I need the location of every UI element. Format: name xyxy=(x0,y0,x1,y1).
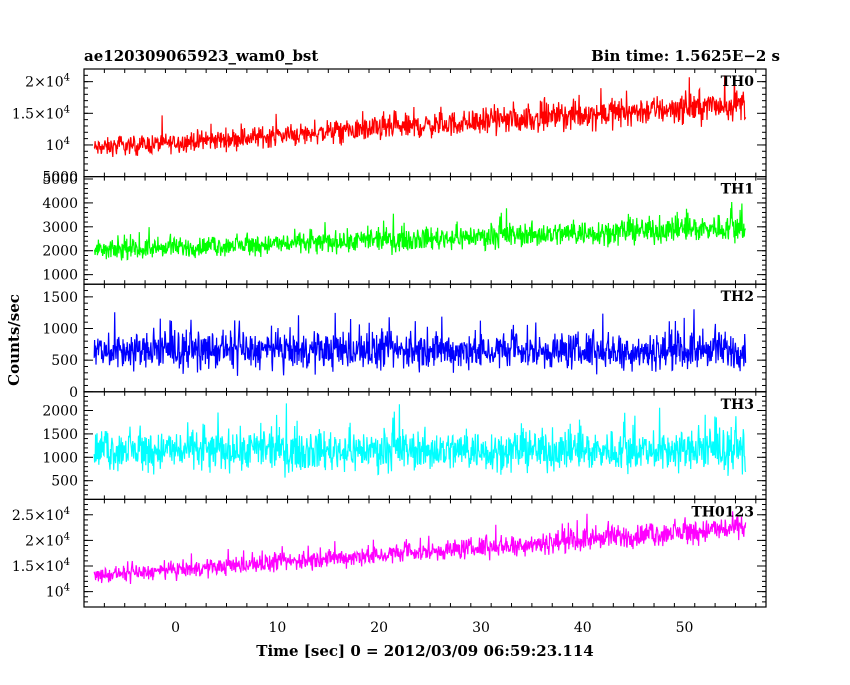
y-tick-exponent: 4 xyxy=(64,136,70,147)
y-tick-label: 1000 xyxy=(42,268,78,284)
panel-frame xyxy=(83,498,767,608)
x-tick-label: 30 xyxy=(472,620,490,636)
chart-title: ae120309065923_wam0_bst xyxy=(84,47,318,65)
series-line-th1 xyxy=(93,201,747,261)
y-tick-exponent: 4 xyxy=(64,506,70,517)
y-tick-label: 2×104 xyxy=(25,531,70,549)
y-tick-exponent: 4 xyxy=(64,583,70,594)
y-tick-exponent: 4 xyxy=(64,531,70,542)
bin-time-label: Bin time: 1.5625E−2 s xyxy=(591,47,780,65)
y-tick-label: 1000 xyxy=(42,322,78,338)
panel-label-th2: TH2 xyxy=(721,289,754,305)
y-axis-label: Counts/sec xyxy=(5,294,23,386)
y-tick-label: 5000 xyxy=(42,170,78,186)
y-tick-label: 2000 xyxy=(42,244,78,260)
panel-label-th0: TH0 xyxy=(721,74,755,90)
series-line-th2 xyxy=(93,309,747,376)
y-tick-exponent: 4 xyxy=(64,104,70,115)
panel-label-th3: TH3 xyxy=(721,397,754,413)
x-tick-label: 20 xyxy=(370,620,388,636)
panel-label-th1: TH1 xyxy=(721,182,754,198)
y-tick-label: 104 xyxy=(46,583,70,601)
panel-th2: 0 500 1000 1500 TH2 xyxy=(42,283,767,401)
y-tick-label: 104 xyxy=(46,136,70,154)
series-line-th0123 xyxy=(93,511,747,585)
y-tick-label: 1.5×104 xyxy=(12,557,70,575)
y-tick-label: 1000 xyxy=(42,450,78,466)
panel-label-th0123: TH0123 xyxy=(691,504,754,520)
y-tick-label: 500 xyxy=(51,353,78,369)
y-tick-label: 1500 xyxy=(42,290,78,306)
series-line-th3 xyxy=(93,403,747,478)
y-tick-exponent: 4 xyxy=(64,73,70,84)
y-tick-label: 2×104 xyxy=(25,73,70,91)
panel-th3: 500 1000 1500 2000 TH3 xyxy=(42,391,767,500)
x-axis-label: Time [sec] 0 = 2012/03/09 06:59:23.114 xyxy=(256,642,593,660)
y-tick-label: 2000 xyxy=(42,404,78,420)
x-tick-label: 50 xyxy=(676,620,694,636)
panel-th0: 5000 104 1.5×104 2×104 TH0 xyxy=(12,68,767,186)
y-tick-exponent: 4 xyxy=(64,557,70,568)
x-tick-label: 40 xyxy=(574,620,592,636)
y-tick-label: 3000 xyxy=(42,220,78,236)
y-tick-label: 1.5×104 xyxy=(12,104,70,122)
y-tick-label: 5000 xyxy=(42,172,78,188)
y-tick-label: 4000 xyxy=(42,196,78,212)
y-tick-label: 1500 xyxy=(42,427,78,443)
x-tick-label: 10 xyxy=(268,620,286,636)
panel-th1: 1000 2000 3000 4000 5000 TH1 xyxy=(42,172,767,285)
panel-th0123: 104 1.5×104 2×104 2.5×104 TH0123 xyxy=(12,498,767,608)
y-tick-label: 0 xyxy=(69,385,78,401)
y-tick-label: 2.5×104 xyxy=(12,506,70,524)
series-line-th0 xyxy=(93,75,747,158)
y-tick-label: 500 xyxy=(51,474,78,490)
x-tick-label: 0 xyxy=(171,620,180,636)
